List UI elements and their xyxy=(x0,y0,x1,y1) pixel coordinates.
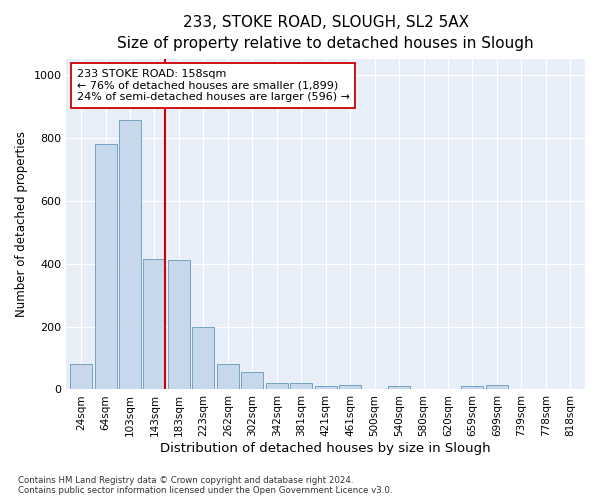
X-axis label: Distribution of detached houses by size in Slough: Distribution of detached houses by size … xyxy=(160,442,491,455)
Bar xyxy=(217,364,239,390)
Bar xyxy=(143,259,166,390)
Text: 233 STOKE ROAD: 158sqm
← 76% of detached houses are smaller (1,899)
24% of semi-: 233 STOKE ROAD: 158sqm ← 76% of detached… xyxy=(77,69,350,102)
Bar xyxy=(290,383,312,390)
Bar xyxy=(95,144,116,390)
Bar xyxy=(339,384,361,390)
Text: Contains HM Land Registry data © Crown copyright and database right 2024.
Contai: Contains HM Land Registry data © Crown c… xyxy=(18,476,392,495)
Bar xyxy=(486,384,508,390)
Bar xyxy=(461,386,484,390)
Bar xyxy=(388,386,410,390)
Bar xyxy=(193,326,214,390)
Bar xyxy=(168,260,190,390)
Y-axis label: Number of detached properties: Number of detached properties xyxy=(15,132,28,318)
Bar xyxy=(315,386,337,390)
Bar xyxy=(119,120,141,390)
Bar xyxy=(70,364,92,390)
Bar xyxy=(266,383,288,390)
Bar xyxy=(241,372,263,390)
Title: 233, STOKE ROAD, SLOUGH, SL2 5AX
Size of property relative to detached houses in: 233, STOKE ROAD, SLOUGH, SL2 5AX Size of… xyxy=(118,15,534,51)
